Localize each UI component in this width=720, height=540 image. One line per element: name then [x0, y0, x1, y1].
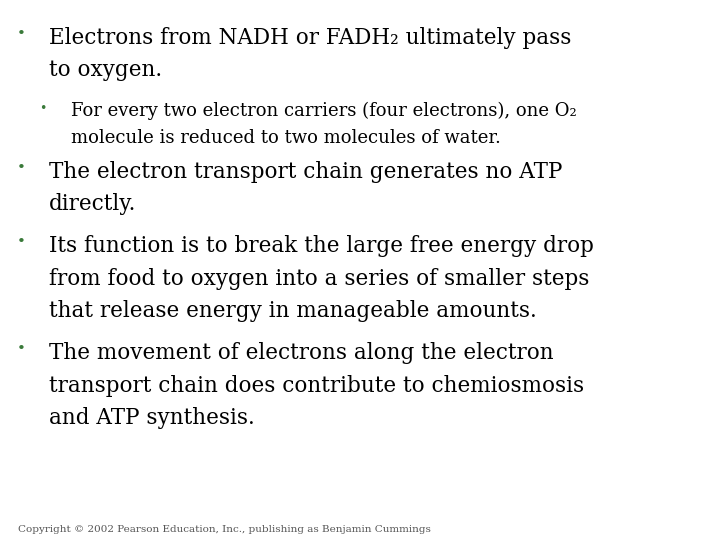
- Text: and ATP synthesis.: and ATP synthesis.: [49, 407, 255, 429]
- Text: For every two electron carriers (four electrons), one O₂: For every two electron carriers (four el…: [71, 102, 576, 120]
- Text: that release energy in manageable amounts.: that release energy in manageable amount…: [49, 300, 536, 322]
- Text: Copyright © 2002 Pearson Education, Inc., publishing as Benjamin Cummings: Copyright © 2002 Pearson Education, Inc.…: [18, 524, 431, 534]
- Text: Its function is to break the large free energy drop: Its function is to break the large free …: [49, 235, 594, 258]
- Text: Electrons from NADH or FADH₂ ultimately pass: Electrons from NADH or FADH₂ ultimately …: [49, 27, 572, 49]
- Text: The electron transport chain generates no ATP: The electron transport chain generates n…: [49, 161, 562, 183]
- Text: •: •: [40, 102, 47, 114]
- Text: •: •: [17, 27, 26, 41]
- Text: The movement of electrons along the electron: The movement of electrons along the elec…: [49, 342, 554, 365]
- Text: directly.: directly.: [49, 193, 136, 215]
- Text: •: •: [17, 161, 26, 175]
- Text: to oxygen.: to oxygen.: [49, 59, 162, 82]
- Text: from food to oxygen into a series of smaller steps: from food to oxygen into a series of sma…: [49, 268, 590, 290]
- Text: transport chain does contribute to chemiosmosis: transport chain does contribute to chemi…: [49, 375, 584, 397]
- Text: •: •: [17, 235, 26, 249]
- Text: molecule is reduced to two molecules of water.: molecule is reduced to two molecules of …: [71, 129, 500, 146]
- Text: •: •: [17, 342, 26, 356]
